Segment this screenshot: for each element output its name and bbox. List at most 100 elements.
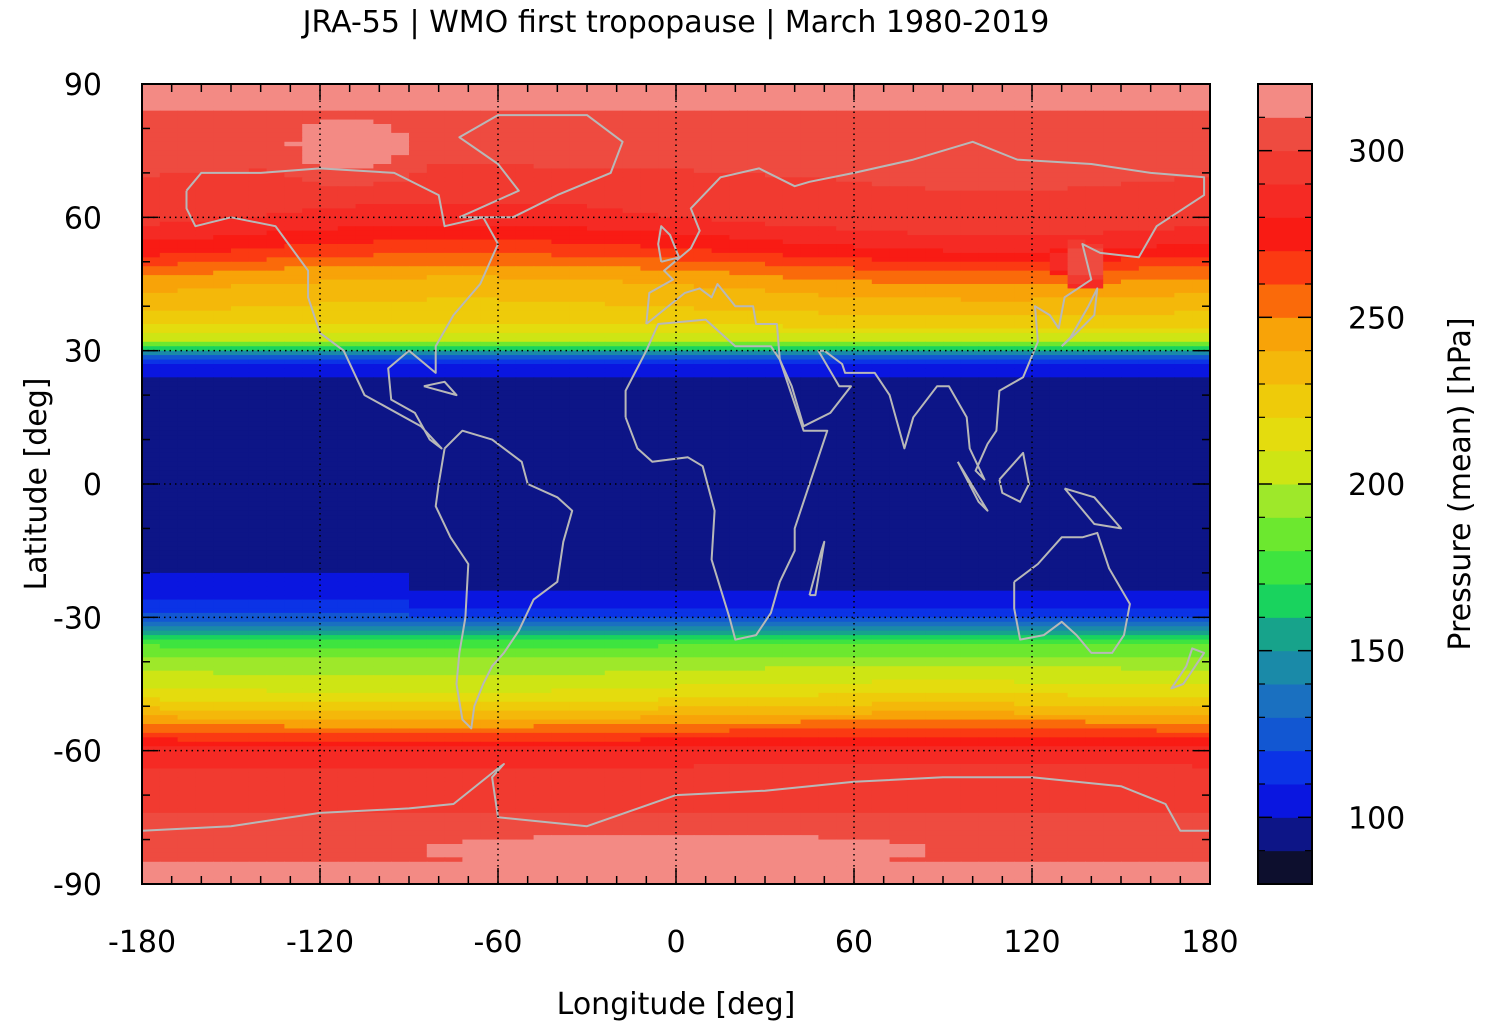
heatmap-cell — [640, 350, 659, 356]
heatmap-cell — [765, 204, 784, 210]
heatmap-cell — [729, 261, 748, 267]
heatmap-cell — [854, 399, 873, 405]
heatmap-cell — [1121, 92, 1140, 98]
heatmap-cell — [782, 212, 802, 218]
heatmap-cell — [231, 190, 250, 196]
heatmap-cell — [818, 275, 837, 281]
heatmap-cell — [515, 106, 535, 112]
heatmap-cell — [747, 257, 766, 263]
heatmap-cell — [836, 404, 855, 410]
heatmap-cell — [800, 435, 819, 441]
heatmap-cell — [1121, 288, 1140, 294]
heatmap-cell — [622, 146, 641, 152]
heatmap-cell — [462, 92, 481, 98]
heatmap-cell — [1138, 97, 1158, 103]
heatmap-cell — [231, 177, 250, 183]
heatmap-cell — [177, 150, 196, 156]
heatmap-cell — [1067, 390, 1086, 396]
heatmap-cell — [266, 430, 285, 436]
heatmap-cell — [1085, 239, 1104, 245]
heatmap-cell — [284, 172, 303, 178]
heatmap-cell — [1067, 261, 1086, 267]
heatmap-cell — [729, 439, 748, 445]
heatmap-cell — [960, 372, 980, 378]
heatmap-cell — [195, 417, 214, 423]
heatmap-cell — [498, 208, 517, 214]
heatmap-cell — [1085, 288, 1104, 294]
heatmap-cell — [1174, 88, 1193, 94]
heatmap-cell — [320, 319, 339, 325]
heatmap-cell — [765, 244, 784, 250]
heatmap-cell — [462, 319, 481, 325]
heatmap-cell — [533, 88, 552, 94]
heatmap-cell — [1085, 186, 1104, 192]
heatmap-cell — [907, 301, 926, 307]
heatmap-cell — [569, 252, 588, 258]
heatmap-cell — [1156, 359, 1175, 365]
heatmap-cell — [836, 257, 855, 263]
heatmap-cell — [266, 439, 285, 445]
heatmap-cell — [444, 217, 463, 223]
heatmap-cell — [462, 221, 481, 227]
heatmap-cell — [622, 315, 641, 321]
heatmap-cell — [1103, 430, 1122, 436]
heatmap-cell — [569, 368, 588, 374]
heatmap-cell — [729, 217, 748, 223]
heatmap-cell — [231, 235, 250, 241]
heatmap-cell — [996, 386, 1015, 392]
heatmap-cell — [231, 137, 250, 143]
heatmap-cell — [907, 186, 926, 192]
heatmap-cell — [284, 190, 303, 196]
heatmap-cell — [622, 261, 641, 267]
heatmap-cell — [569, 172, 588, 178]
heatmap-cell — [871, 257, 891, 263]
heatmap-cell — [871, 341, 891, 347]
heatmap-cell — [925, 266, 944, 272]
heatmap-cell — [444, 208, 463, 214]
heatmap-cell — [498, 199, 517, 205]
heatmap-cell — [765, 195, 784, 201]
heatmap-cell — [800, 412, 819, 418]
heatmap-cell — [658, 204, 677, 210]
heatmap-cell — [782, 155, 802, 161]
heatmap-cell — [266, 124, 285, 130]
heatmap-cell — [978, 395, 997, 401]
heatmap-cell — [1103, 328, 1122, 334]
heatmap-cell — [960, 141, 980, 147]
heatmap-cell — [480, 381, 499, 387]
heatmap-cell — [1174, 252, 1193, 258]
heatmap-cell — [462, 235, 481, 241]
heatmap-cell — [711, 101, 730, 107]
heatmap-cell — [1103, 204, 1122, 210]
heatmap-cell — [729, 364, 748, 370]
heatmap-cell — [444, 306, 463, 312]
heatmap-cell — [444, 435, 463, 441]
heatmap-cell — [889, 355, 908, 361]
heatmap-cell — [569, 408, 588, 414]
heatmap-cell — [426, 146, 446, 152]
heatmap-cell — [177, 324, 196, 330]
heatmap-cell — [658, 132, 677, 138]
heatmap-cell — [1032, 155, 1051, 161]
heatmap-cell — [320, 101, 339, 107]
heatmap-cell — [729, 244, 748, 250]
heatmap-cell — [569, 430, 588, 436]
heatmap-cell — [1067, 186, 1086, 192]
heatmap-cell — [142, 310, 161, 316]
heatmap-cell — [943, 386, 962, 392]
heatmap-cell — [426, 435, 446, 441]
heatmap-cell — [676, 270, 695, 276]
heatmap-cell — [1067, 377, 1086, 383]
heatmap-cell — [373, 212, 392, 218]
heatmap-cell — [1085, 284, 1104, 290]
heatmap-cell — [444, 337, 463, 343]
heatmap-cell — [871, 190, 891, 196]
heatmap-cell — [818, 386, 837, 392]
heatmap-cell — [409, 337, 428, 343]
heatmap-cell — [925, 204, 944, 210]
heatmap-cell — [284, 364, 303, 370]
heatmap-cell — [391, 199, 410, 205]
heatmap-cell — [871, 141, 891, 147]
heatmap-cell — [889, 368, 908, 374]
heatmap-cell — [142, 315, 161, 321]
